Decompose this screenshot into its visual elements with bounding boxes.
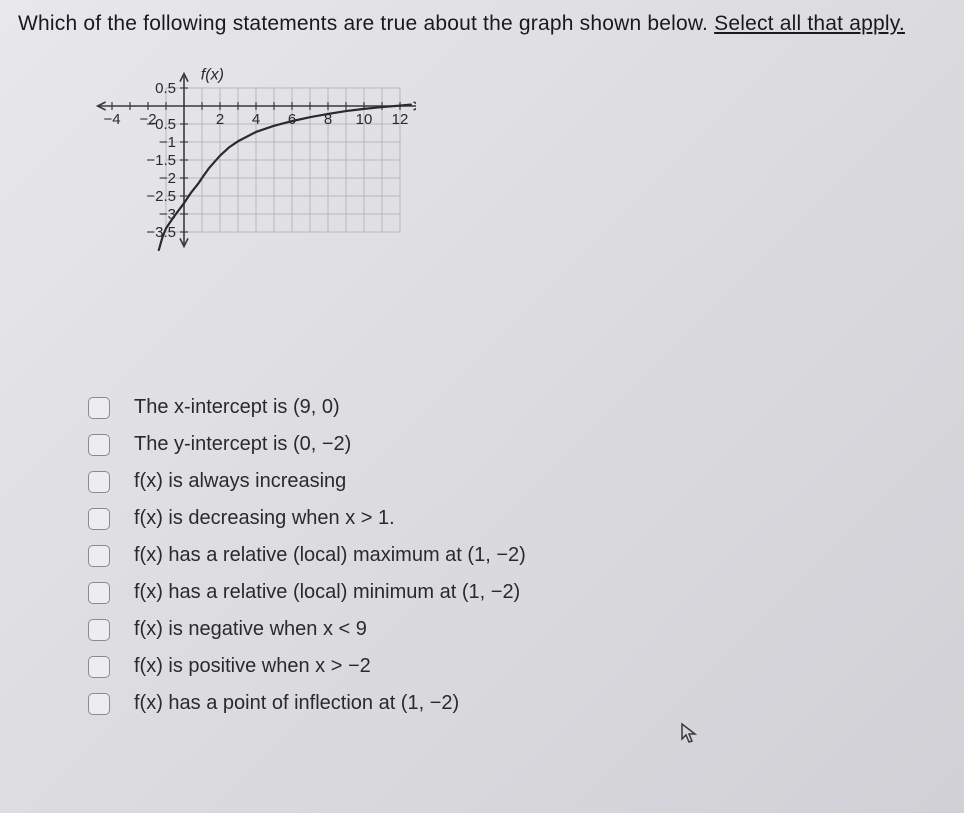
- svg-text:4: 4: [252, 111, 260, 128]
- cursor-icon: [680, 722, 698, 750]
- svg-text:0.5: 0.5: [155, 80, 176, 97]
- option-label: f(x) is decreasing when x > 1.: [134, 507, 395, 530]
- option-label: The y-intercept is (0, −2): [134, 433, 351, 456]
- question-prefix: Which of the following statements are tr…: [18, 12, 714, 35]
- option-label: f(x) is always increasing: [134, 470, 346, 493]
- option-label: f(x) has a relative (local) minimum at (…: [134, 581, 520, 604]
- svg-text:−2: −2: [159, 170, 176, 187]
- option-checkbox[interactable]: [88, 434, 110, 456]
- svg-text:−0.5: −0.5: [146, 116, 176, 133]
- svg-text:f(x): f(x): [201, 66, 224, 83]
- svg-text:−2.5: −2.5: [146, 188, 176, 205]
- svg-text:−1.5: −1.5: [146, 152, 176, 169]
- option-row: f(x) has a relative (local) maximum at (…: [88, 544, 946, 567]
- question-underlined: Select all that apply.: [714, 12, 905, 35]
- svg-text:10: 10: [356, 111, 373, 128]
- option-row: The y-intercept is (0, −2): [88, 433, 946, 456]
- svg-text:12: 12: [392, 111, 409, 128]
- question-text: Which of the following statements are tr…: [18, 12, 946, 36]
- option-row: f(x) is negative when x < 9: [88, 618, 946, 641]
- svg-text:−3: −3: [159, 206, 176, 223]
- option-row: f(x) is always increasing: [88, 470, 946, 493]
- option-row: f(x) is decreasing when x > 1.: [88, 507, 946, 530]
- option-label: f(x) has a point of inflection at (1, −2…: [134, 692, 459, 715]
- option-row: f(x) has a relative (local) minimum at (…: [88, 581, 946, 604]
- svg-text:2: 2: [216, 111, 224, 128]
- option-checkbox[interactable]: [88, 545, 110, 567]
- option-checkbox[interactable]: [88, 397, 110, 419]
- option-checkbox[interactable]: [88, 656, 110, 678]
- svg-text:−4: −4: [103, 111, 120, 128]
- function-graph: −4−2246810120.5−0.5−1−1.5−2−2.5−3−3.5f(x…: [76, 46, 416, 366]
- option-label: f(x) is negative when x < 9: [134, 618, 367, 641]
- option-row: f(x) has a point of inflection at (1, −2…: [88, 692, 946, 715]
- option-label: f(x) is positive when x > −2: [134, 655, 371, 678]
- option-checkbox[interactable]: [88, 619, 110, 641]
- options-list: The x-intercept is (9, 0) The y-intercept…: [88, 396, 946, 715]
- option-label: f(x) has a relative (local) maximum at (…: [134, 544, 526, 567]
- option-row: f(x) is positive when x > −2: [88, 655, 946, 678]
- svg-text:−1: −1: [159, 134, 176, 151]
- graph-container: −4−2246810120.5−0.5−1−1.5−2−2.5−3−3.5f(x…: [76, 46, 946, 366]
- option-row: The x-intercept is (9, 0): [88, 396, 946, 419]
- option-label: The x-intercept is (9, 0): [134, 396, 340, 419]
- option-checkbox[interactable]: [88, 508, 110, 530]
- option-checkbox[interactable]: [88, 471, 110, 493]
- option-checkbox[interactable]: [88, 693, 110, 715]
- option-checkbox[interactable]: [88, 582, 110, 604]
